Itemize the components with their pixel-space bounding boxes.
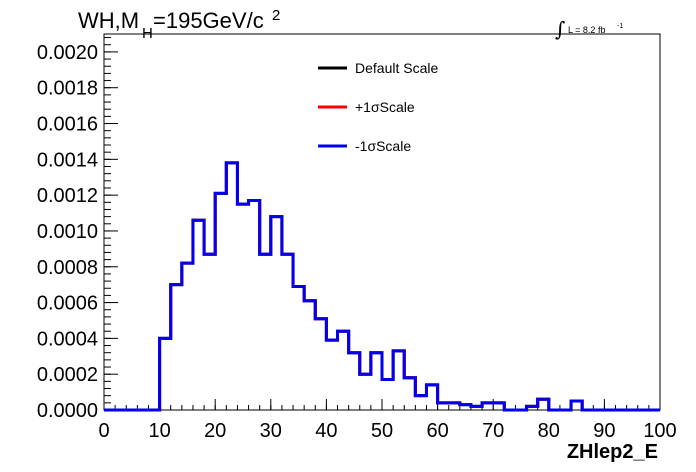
y-tick-label: 0.0004 — [37, 328, 98, 350]
x-tick-label: 0 — [98, 420, 109, 442]
y-tick-label: 0.0016 — [37, 114, 98, 136]
x-tick-label: 10 — [148, 420, 170, 442]
lumi-superscript: -1 — [617, 23, 623, 30]
y-tick-label: 0.0014 — [37, 149, 98, 171]
x-tick-label: 70 — [482, 420, 504, 442]
y-tick-label: 0.0006 — [37, 293, 98, 315]
x-tick-label: 90 — [593, 420, 615, 442]
x-axis-title: ZHlep2_E — [567, 441, 658, 463]
lumi-integral-symbol: ∫ — [555, 17, 565, 41]
y-tick-label: 0.0000 — [37, 400, 98, 422]
legend-entry-label: +1σScale — [355, 99, 415, 115]
x-tick-label: 20 — [204, 420, 226, 442]
x-tick-label: 60 — [426, 420, 448, 442]
title-superscript: 2 — [272, 7, 280, 24]
legend-entry-label: Default Scale — [355, 60, 438, 76]
x-tick-label: 40 — [315, 420, 337, 442]
x-tick-label: 50 — [371, 420, 393, 442]
x-tick-label: 30 — [260, 420, 282, 442]
y-tick-label: 0.0012 — [37, 185, 98, 207]
x-tick-label: 100 — [643, 420, 676, 442]
y-axis: 0.0000 0.0002 0.0004 0.0006 0.0008 0.0010 0.00… — [37, 37, 118, 422]
y-tick-label: 0.0020 — [37, 42, 98, 64]
x-tick-label: 80 — [538, 420, 560, 442]
x-axis: 0 10 20 30 40 50 60 70 80 90 100 — [98, 399, 677, 442]
y-tick-label: 0.0002 — [37, 364, 98, 386]
y-tick-label: 0.0008 — [37, 257, 98, 279]
title-main: WH,M — [78, 8, 139, 33]
luminosity-label: ∫ L = 8.2 fb -1 — [555, 17, 623, 41]
y-tick-label: 0.0018 — [37, 78, 98, 100]
series-layer — [104, 161, 660, 412]
legend: Default Scale +1σScale -1σScale — [318, 60, 438, 154]
legend-entry-label: -1σScale — [355, 138, 411, 154]
y-tick-label: 0.0010 — [37, 221, 98, 243]
series-line-3 — [104, 161, 660, 412]
lumi-text: L = 8.2 fb — [568, 25, 605, 35]
title-rest: =195GeV/c — [153, 8, 264, 33]
